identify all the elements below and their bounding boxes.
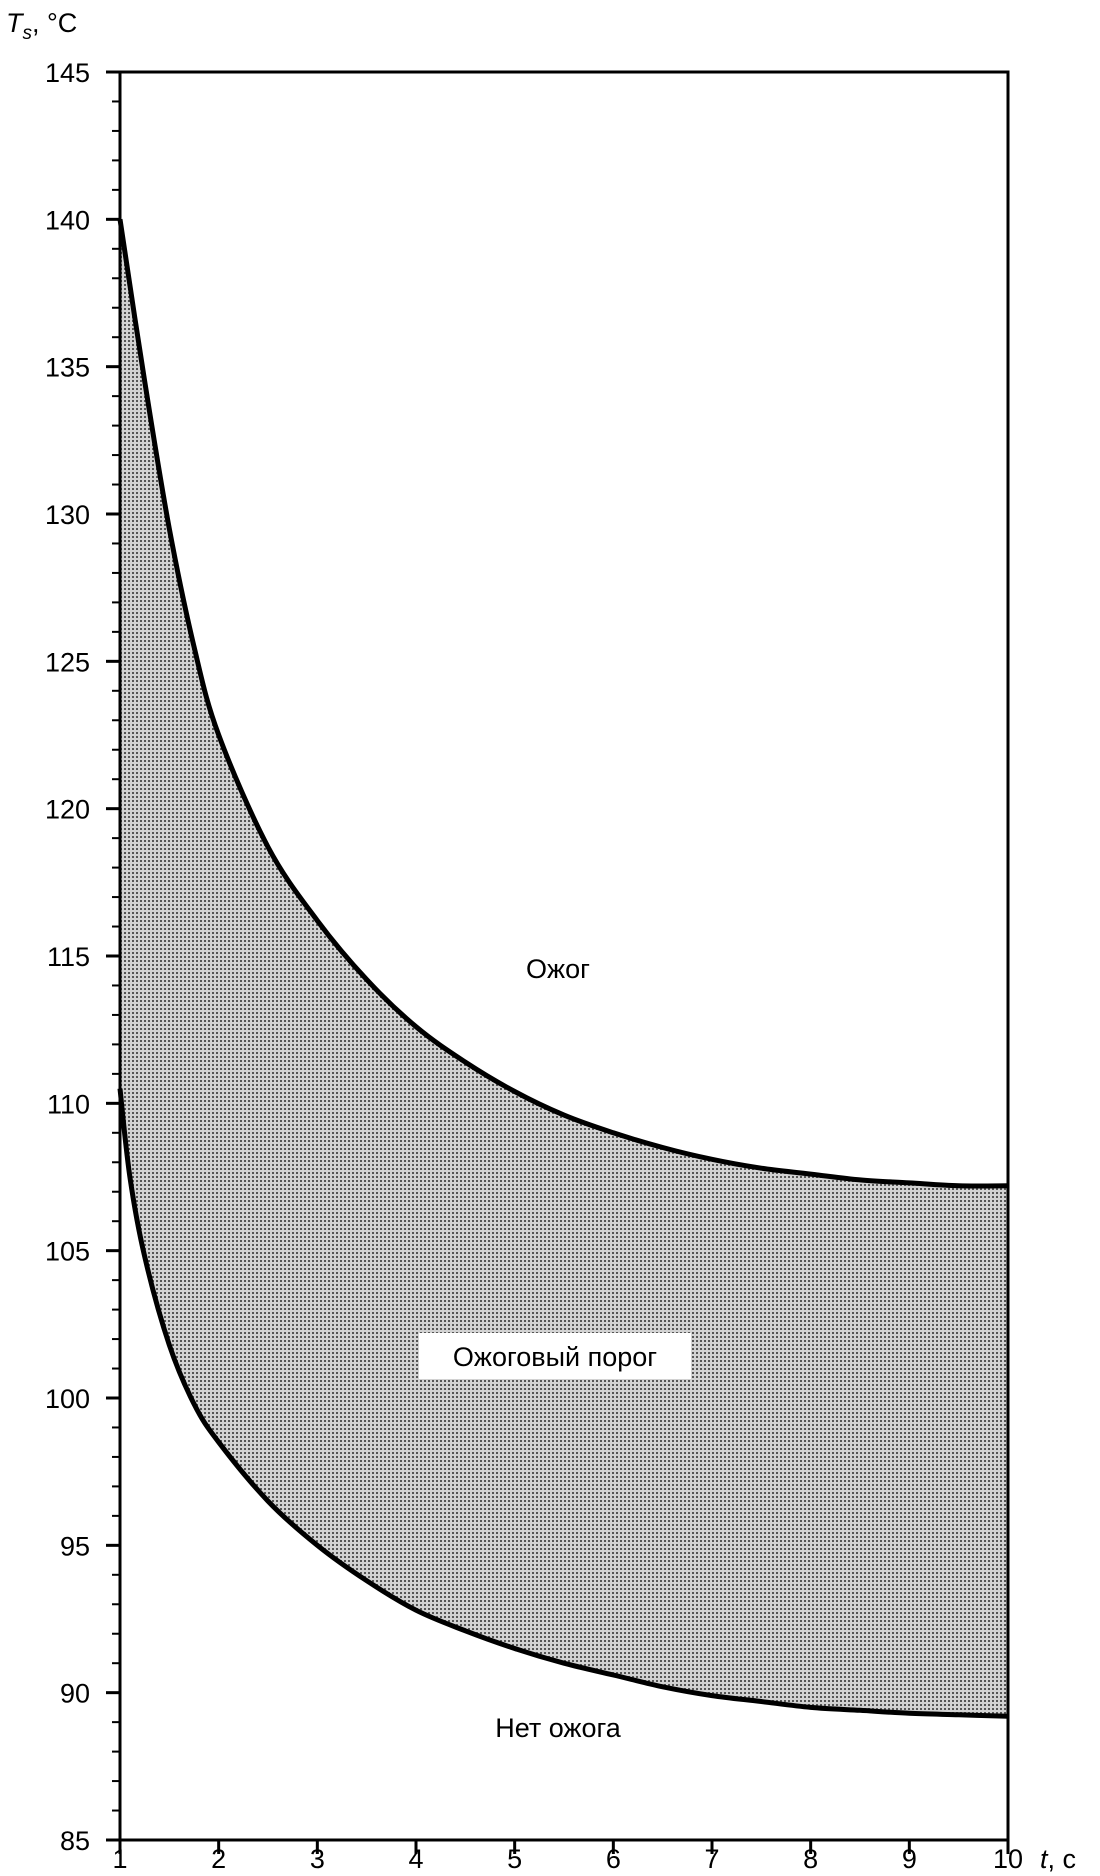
- y-tick-label: 140: [45, 205, 90, 235]
- y-tick-label: 105: [45, 1237, 90, 1267]
- region-label-threshold-bg: [419, 1333, 691, 1379]
- region-label-burn: Ожог: [526, 954, 590, 984]
- y-tick-label: 135: [45, 353, 90, 383]
- x-tick-label: 1: [112, 1844, 127, 1874]
- y-tick-label: 115: [47, 942, 90, 972]
- x-tick-label: 8: [803, 1844, 818, 1874]
- y-tick-label: 120: [45, 795, 90, 825]
- x-tick-label: 2: [211, 1844, 226, 1874]
- x-tick-label: 3: [310, 1844, 325, 1874]
- x-tick-label: 7: [704, 1844, 719, 1874]
- region-label-no-burn: Нет ожога: [495, 1713, 622, 1743]
- x-tick-label: 6: [606, 1844, 621, 1874]
- upper-threshold-curve: [117, 218, 1009, 1189]
- y-tick-label: 130: [45, 500, 90, 530]
- y-tick-label: 85: [60, 1826, 90, 1856]
- y-tick-label: 110: [47, 1089, 90, 1119]
- burn-threshold-band: [120, 219, 1008, 1717]
- y-tick-label: 100: [45, 1384, 90, 1414]
- y-tick-label: 145: [45, 58, 90, 88]
- lower-threshold-curve: [117, 1088, 1009, 1719]
- x-axis-label: t, с: [1040, 1844, 1076, 1874]
- x-axis-ticks: 1 2 3 4 5 6 7 8 9 10: [112, 1840, 1023, 1874]
- y-axis-label: Ts, °C: [6, 8, 77, 44]
- region-label-threshold: Ожоговый порог: [453, 1342, 657, 1372]
- y-axis-ticks: 85 90 95 100 105 110 115 120 125 130 135 140 145: [45, 58, 120, 1856]
- y-tick-label: 125: [45, 647, 90, 677]
- y-tick-label: 90: [60, 1679, 90, 1709]
- x-tick-label: 4: [408, 1844, 423, 1874]
- y-tick-label: 95: [60, 1531, 90, 1561]
- x-tick-label: 5: [507, 1844, 522, 1874]
- x-tick-label: 9: [902, 1844, 917, 1874]
- x-tick-label: 10: [993, 1844, 1023, 1874]
